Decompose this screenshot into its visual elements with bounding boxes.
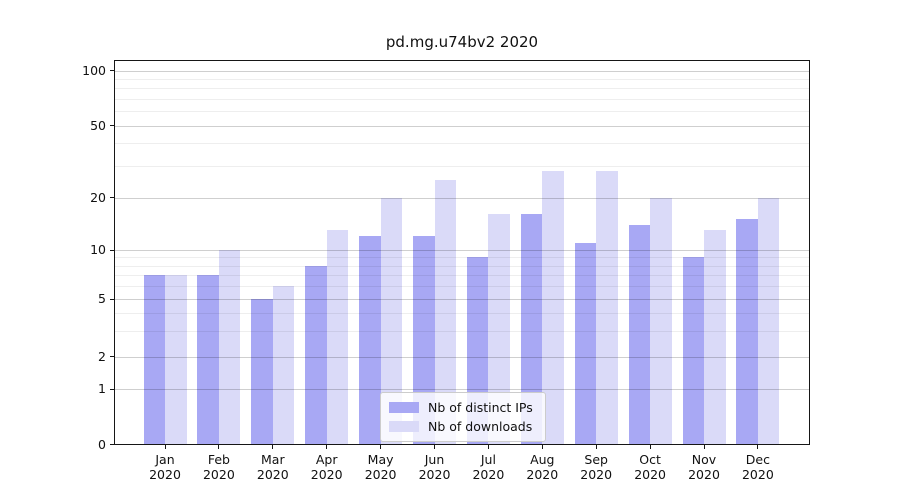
bar-distinct_ips-dec — [736, 219, 758, 445]
y-tick-mark-2 — [110, 356, 114, 357]
bar-downloads-sep — [596, 171, 618, 445]
x-tick-mark-aug — [541, 445, 543, 449]
bar-downloads-jun — [434, 179, 456, 445]
y-tick-mark-1 — [110, 388, 114, 390]
x-tick-label-jul: Jul 2020 — [472, 452, 505, 482]
x-tick-label-feb: Feb 2020 — [202, 452, 235, 482]
y-tick-mark-5 — [110, 298, 114, 300]
x-tick-mark-jul — [487, 445, 489, 449]
x-tick-mark-jun — [434, 445, 435, 449]
gridline-minor-80 — [115, 88, 809, 90]
bar-downloads-feb — [218, 250, 241, 445]
bar-downloads-oct — [650, 197, 672, 445]
gridline-minor-7 — [115, 275, 809, 277]
x-tick-label-mar: Mar 2020 — [256, 452, 289, 482]
x-tick-label-nov: Nov 2020 — [688, 452, 720, 482]
x-tick-mark-sep — [595, 445, 597, 449]
bar-distinct_ips-apr — [305, 265, 327, 445]
y-tick-label-0: 0 — [98, 436, 106, 452]
x-tick-label-may: May 2020 — [364, 452, 397, 482]
gridline-minor-70 — [115, 98, 809, 100]
y-tick-label-50: 50 — [90, 117, 106, 133]
gridline-minor-90 — [115, 78, 809, 80]
gridline-minor-60 — [115, 111, 809, 113]
gridline-minor-9 — [115, 257, 809, 259]
bar-distinct_ips-nov — [682, 257, 704, 445]
x-tick-label-jan: Jan 2020 — [149, 452, 181, 482]
bar-distinct_ips-may — [359, 236, 381, 445]
bar-distinct_ips-aug — [520, 214, 543, 445]
gridline-major-2 — [115, 356, 809, 358]
x-tick-label-sep: Sep 2020 — [580, 452, 613, 482]
x-tick-label-oct: Oct 2020 — [634, 452, 666, 482]
x-tick-label-aug: Aug 2020 — [526, 452, 559, 482]
gridline-minor-8 — [115, 265, 809, 267]
chart-title: pd.mg.u74bv2 2020 — [385, 33, 539, 51]
legend: Nb of distinct IPs Nb of downloads — [380, 392, 546, 442]
gridline-minor-40 — [115, 143, 809, 145]
bar-downloads-dec — [757, 197, 780, 445]
y-tick-label-2: 2 — [98, 348, 106, 364]
y-tick-label-1: 1 — [98, 381, 106, 396]
legend-label-distinct-ips: Nb of distinct IPs — [428, 400, 533, 415]
gridline-major-1 — [115, 389, 809, 390]
x-tick-mark-jan — [164, 445, 166, 449]
bar-downloads-apr — [326, 230, 349, 445]
y-tick-mark-20 — [110, 197, 114, 198]
gridline-minor-4 — [115, 313, 809, 314]
gridline-minor-30 — [115, 165, 809, 167]
gridline-major-50 — [115, 125, 809, 127]
x-tick-mark-may — [380, 445, 382, 449]
gridline-major-10 — [115, 250, 809, 251]
legend-swatch-downloads — [389, 421, 419, 432]
legend-item-distinct-ips: Nb of distinct IPs — [389, 398, 535, 417]
gridline-major-20 — [115, 197, 809, 199]
bar-distinct_ips-oct — [628, 224, 651, 445]
bar-distinct_ips-sep — [574, 242, 597, 445]
y-tick-mark-50 — [110, 125, 114, 126]
x-tick-mark-feb — [218, 445, 220, 449]
y-tick-mark-0 — [110, 444, 114, 445]
y-tick-label-10: 10 — [90, 242, 106, 257]
x-tick-mark-nov — [703, 445, 705, 449]
y-tick-label-5: 5 — [98, 291, 106, 306]
bar-downloads-nov — [704, 230, 726, 445]
bar-downloads-jul — [488, 214, 510, 445]
bar-downloads-mar — [272, 286, 295, 445]
bar-downloads-jan — [165, 275, 187, 445]
x-tick-label-jun: Jun 2020 — [418, 452, 451, 482]
gridline-minor-6 — [115, 286, 809, 288]
legend-swatch-distinct-ips — [389, 402, 419, 413]
x-tick-mark-mar — [272, 445, 274, 449]
bar-downloads-may — [380, 197, 403, 445]
y-tick-mark-10 — [110, 249, 114, 251]
bar-distinct_ips-jan — [143, 275, 165, 445]
x-tick-mark-oct — [649, 445, 651, 449]
x-tick-mark-dec — [757, 445, 759, 449]
bar-distinct_ips-mar — [251, 299, 273, 445]
bar-distinct_ips-feb — [197, 275, 219, 445]
y-tick-label-20: 20 — [90, 189, 106, 205]
bar-downloads-aug — [542, 171, 564, 445]
gridline-major-5 — [115, 299, 809, 300]
x-tick-label-apr: Apr 2020 — [310, 452, 343, 482]
legend-item-downloads: Nb of downloads — [389, 417, 535, 436]
y-tick-label-100: 100 — [82, 62, 106, 78]
y-tick-mark-100 — [110, 70, 114, 71]
legend-label-downloads: Nb of downloads — [428, 419, 533, 434]
gridline-major-100 — [115, 70, 809, 72]
x-tick-mark-apr — [326, 445, 328, 449]
x-tick-label-dec: Dec 2020 — [741, 452, 774, 482]
gridline-minor-3 — [115, 331, 809, 333]
